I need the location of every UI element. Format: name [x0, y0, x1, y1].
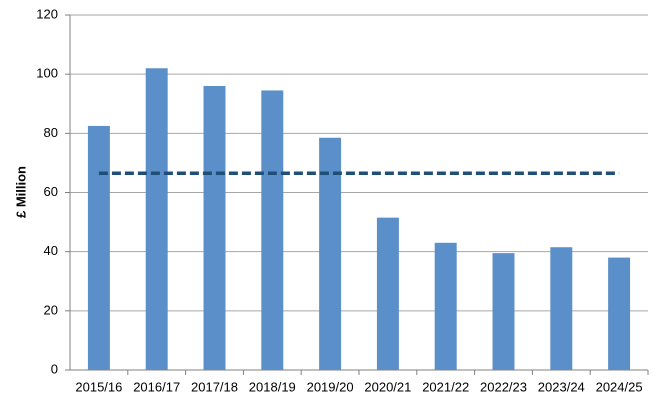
x-tick-label: 2015/16 [75, 379, 122, 394]
y-axis-label: £ Million [13, 166, 28, 218]
bar [87, 125, 110, 370]
x-tick-label: 2021/22 [422, 379, 469, 394]
x-tick-label: 2022/23 [480, 379, 527, 394]
bar [203, 86, 226, 370]
x-tick-label: 2019/20 [307, 379, 354, 394]
x-tick-label: 2016/17 [133, 379, 180, 394]
bar [492, 253, 515, 370]
y-tick-label: 100 [36, 66, 58, 81]
x-tick-label: 2018/19 [249, 379, 296, 394]
bar [608, 257, 631, 370]
bar [376, 217, 399, 370]
bar [319, 137, 342, 370]
x-tick-label: 2020/21 [364, 379, 411, 394]
x-tick-label: 2024/25 [596, 379, 643, 394]
bar [261, 90, 284, 370]
bar [145, 68, 168, 370]
bar [434, 242, 457, 370]
y-tick-label: 120 [36, 6, 58, 21]
y-tick-label: 40 [44, 243, 58, 258]
y-tick-label: 0 [51, 361, 58, 376]
y-tick-label: 80 [44, 125, 58, 140]
x-tick-label: 2023/24 [538, 379, 585, 394]
bar [550, 247, 573, 370]
y-tick-label: 60 [44, 184, 58, 199]
y-tick-label: 20 [44, 302, 58, 317]
x-tick-label: 2017/18 [191, 379, 238, 394]
